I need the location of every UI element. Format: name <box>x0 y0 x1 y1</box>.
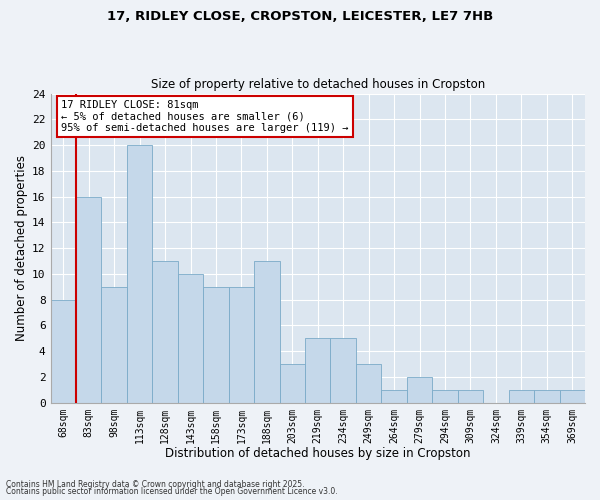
Text: Contains HM Land Registry data © Crown copyright and database right 2025.: Contains HM Land Registry data © Crown c… <box>6 480 305 489</box>
Text: 17, RIDLEY CLOSE, CROPSTON, LEICESTER, LE7 7HB: 17, RIDLEY CLOSE, CROPSTON, LEICESTER, L… <box>107 10 493 23</box>
Bar <box>101 287 127 403</box>
X-axis label: Distribution of detached houses by size in Cropston: Distribution of detached houses by size … <box>165 447 470 460</box>
Bar <box>178 274 203 402</box>
Bar <box>458 390 483 402</box>
Y-axis label: Number of detached properties: Number of detached properties <box>15 155 28 341</box>
Text: Contains public sector information licensed under the Open Government Licence v3: Contains public sector information licen… <box>6 487 338 496</box>
Bar <box>152 261 178 402</box>
Bar <box>356 364 382 403</box>
Bar <box>50 300 76 403</box>
Bar <box>76 196 101 402</box>
Bar <box>280 364 305 403</box>
Bar <box>560 390 585 402</box>
Bar <box>229 287 254 403</box>
Text: 17 RIDLEY CLOSE: 81sqm
← 5% of detached houses are smaller (6)
95% of semi-detac: 17 RIDLEY CLOSE: 81sqm ← 5% of detached … <box>61 100 349 133</box>
Bar <box>305 338 331 402</box>
Bar <box>254 261 280 402</box>
Bar <box>509 390 534 402</box>
Bar <box>432 390 458 402</box>
Bar <box>382 390 407 402</box>
Bar <box>331 338 356 402</box>
Bar <box>127 145 152 403</box>
Bar <box>534 390 560 402</box>
Bar <box>203 287 229 403</box>
Title: Size of property relative to detached houses in Cropston: Size of property relative to detached ho… <box>151 78 485 91</box>
Bar <box>407 377 432 402</box>
